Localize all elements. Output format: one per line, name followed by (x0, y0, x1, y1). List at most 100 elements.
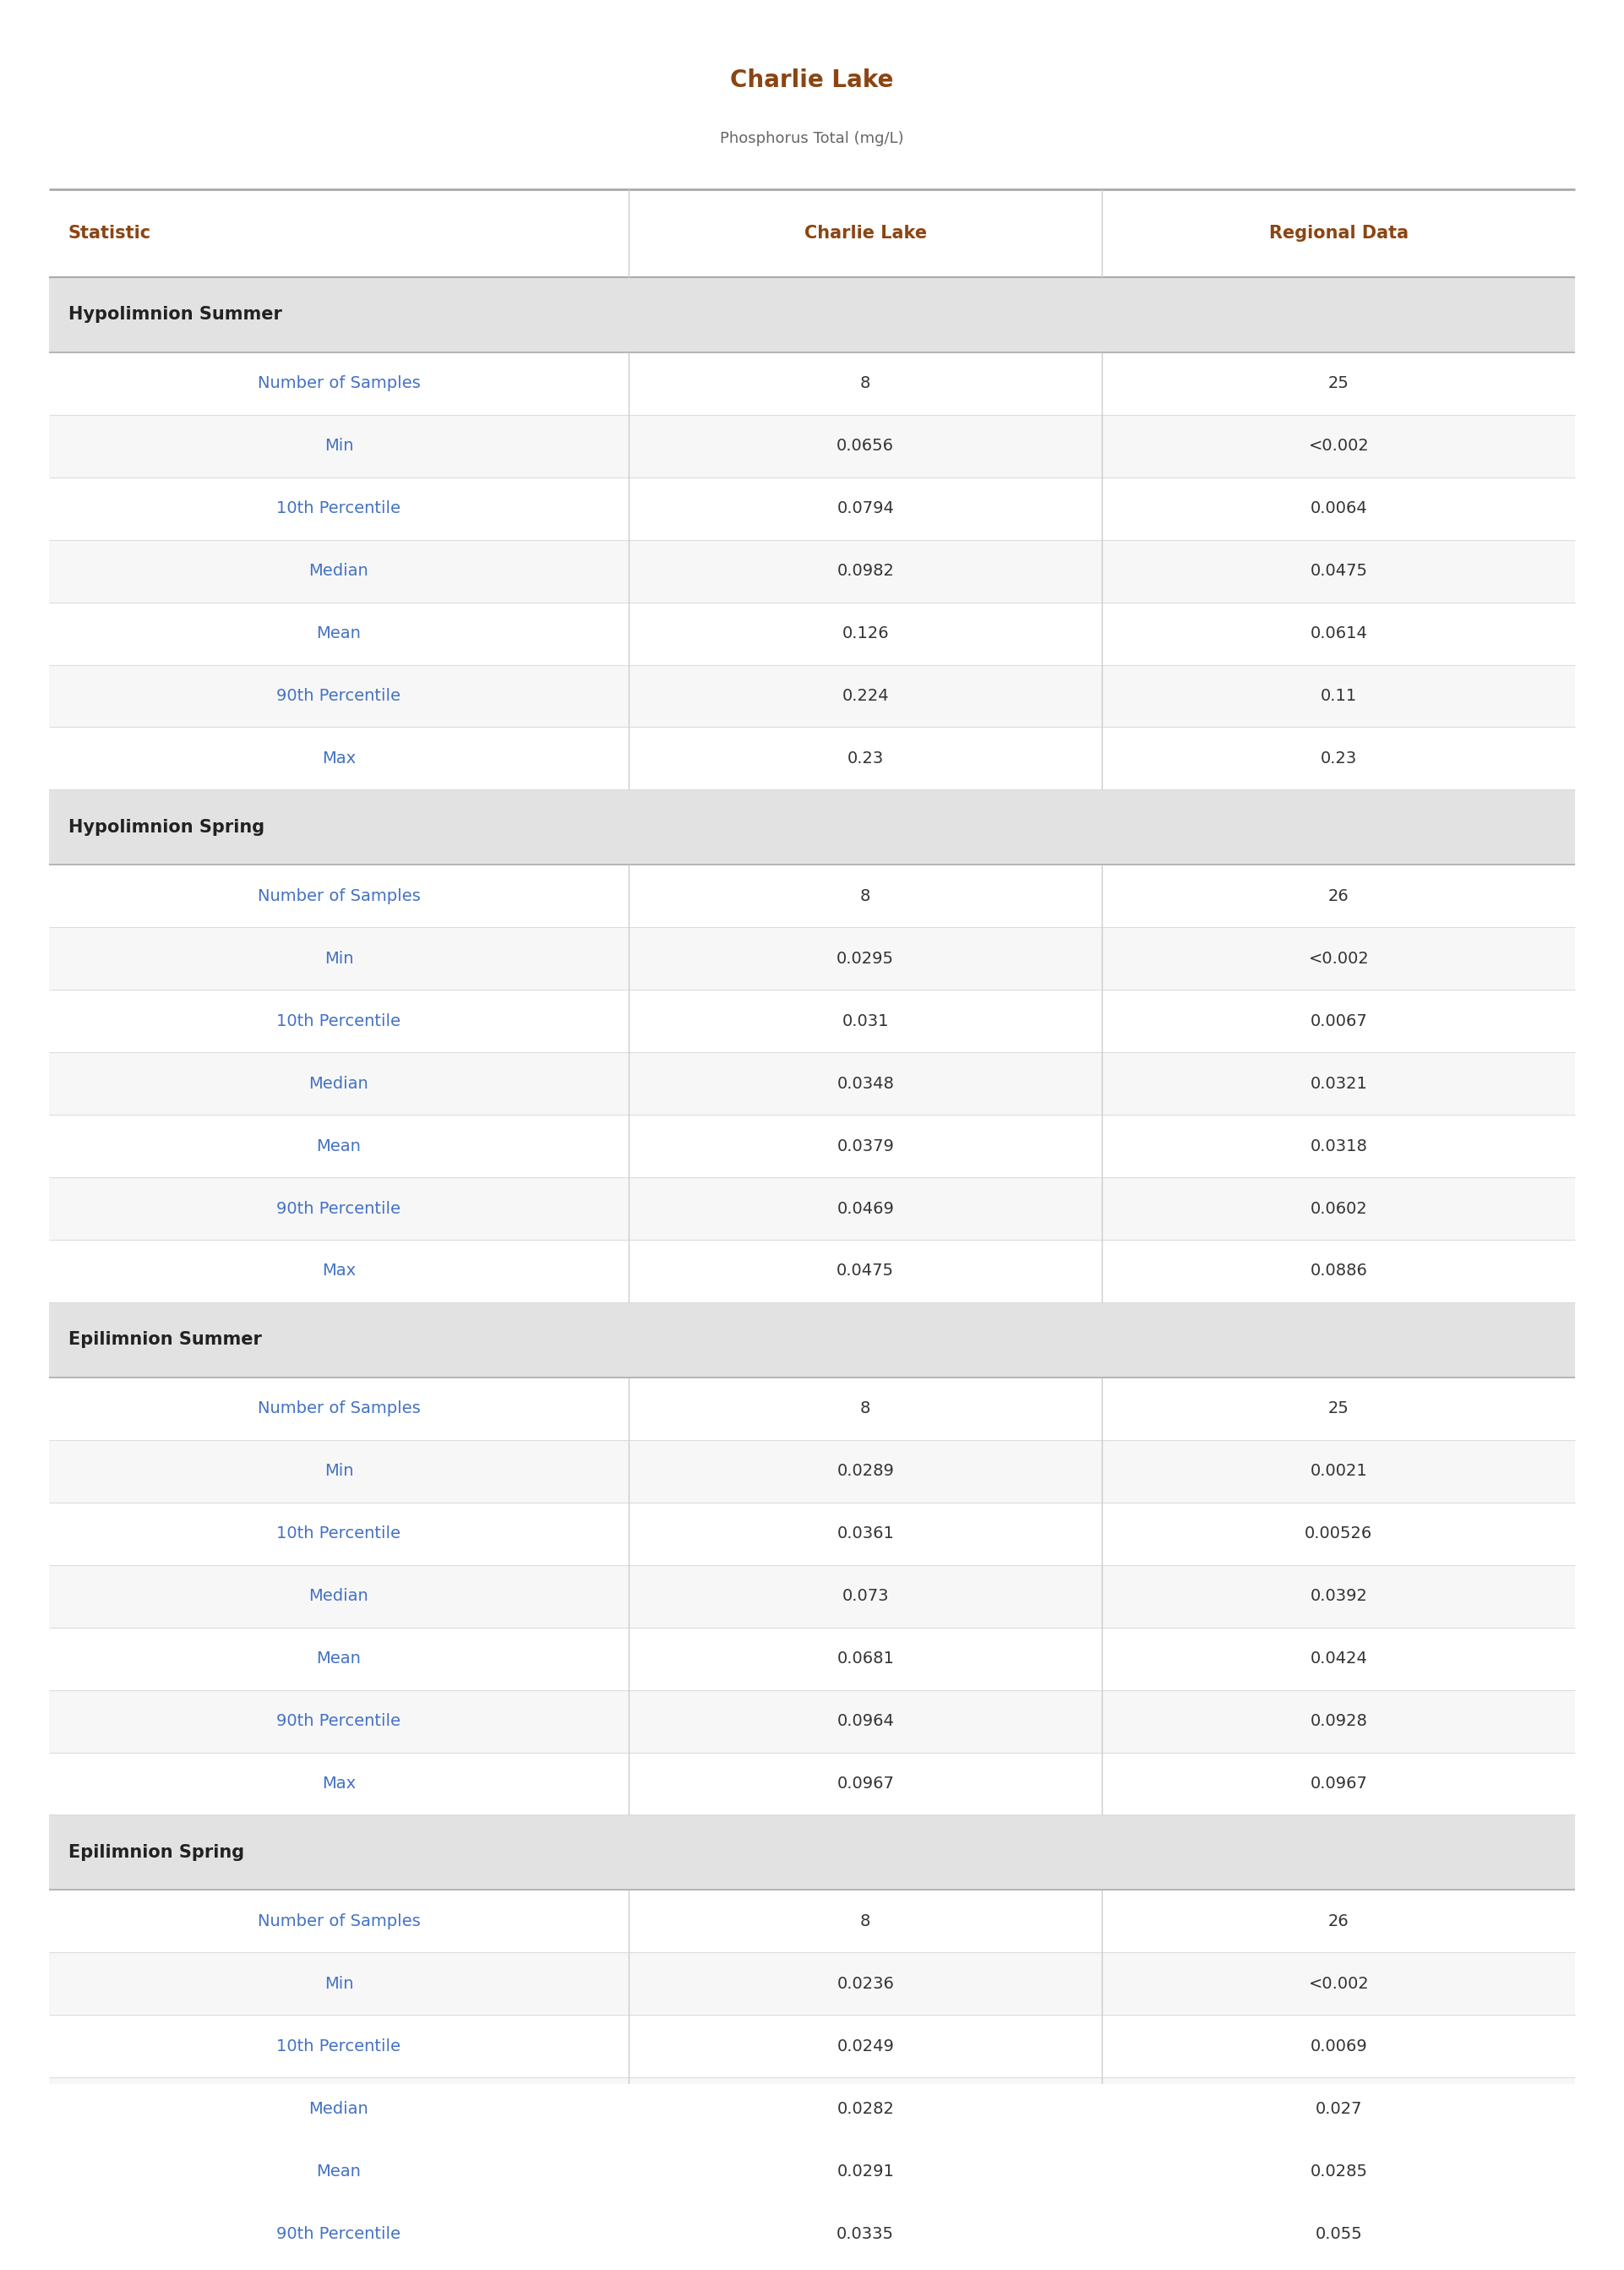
Text: 0.055: 0.055 (1315, 2225, 1363, 2243)
Text: 0.0964: 0.0964 (836, 1714, 895, 1730)
Text: 10th Percentile: 10th Percentile (276, 1525, 401, 1541)
Bar (49, 1628, 1575, 1689)
Bar (49, 415, 1575, 477)
Bar (49, 1178, 1575, 1239)
Bar (49, 602, 1575, 665)
Text: 25: 25 (1328, 375, 1350, 390)
Text: 10th Percentile: 10th Percentile (276, 2038, 401, 2054)
Text: Median: Median (309, 1589, 369, 1605)
Text: Mean: Mean (317, 1650, 361, 1666)
Text: 0.0335: 0.0335 (836, 2225, 895, 2243)
Text: 25: 25 (1328, 1401, 1350, 1416)
Bar (49, 1689, 1575, 1752)
Text: 0.0282: 0.0282 (836, 2100, 895, 2116)
Text: 0.0379: 0.0379 (836, 1137, 895, 1153)
Bar (49, 2202, 1575, 2265)
Bar (49, 2077, 1575, 2141)
Text: 0.0656: 0.0656 (836, 438, 895, 454)
Text: 0.073: 0.073 (841, 1589, 888, 1605)
Text: 0.0475: 0.0475 (1311, 563, 1367, 579)
Text: Max: Max (322, 751, 356, 767)
Text: Median: Median (309, 563, 369, 579)
Text: 0.0291: 0.0291 (836, 2163, 895, 2179)
Bar (49, 277, 1575, 352)
Text: <0.002: <0.002 (1309, 438, 1369, 454)
Bar (49, 477, 1575, 540)
Bar (49, 1503, 1575, 1564)
Text: Min: Min (325, 438, 354, 454)
Text: Hypolimnion Summer: Hypolimnion Summer (68, 306, 283, 322)
Bar (49, 1816, 1575, 1891)
Text: Median: Median (309, 1076, 369, 1092)
Text: Max: Max (322, 1262, 356, 1278)
Text: <0.002: <0.002 (1309, 951, 1369, 967)
Text: 0.0681: 0.0681 (836, 1650, 895, 1666)
Bar (49, 665, 1575, 726)
Text: 0.031: 0.031 (841, 1012, 888, 1028)
Bar (49, 191, 1575, 277)
Text: 0.0424: 0.0424 (1311, 1650, 1367, 1666)
Text: 0.126: 0.126 (841, 627, 888, 642)
Bar (49, 926, 1575, 990)
Text: Epilimnion Summer: Epilimnion Summer (68, 1332, 261, 1348)
Text: 0.0614: 0.0614 (1311, 627, 1367, 642)
Text: <0.002: <0.002 (1309, 1975, 1369, 1991)
Text: 90th Percentile: 90th Percentile (276, 688, 401, 704)
Text: 0.0392: 0.0392 (1311, 1589, 1367, 1605)
Text: Statistic: Statistic (68, 225, 151, 243)
Text: 0.0794: 0.0794 (836, 499, 895, 518)
Bar (49, 790, 1575, 865)
Text: 26: 26 (1328, 1914, 1350, 1930)
Text: 10th Percentile: 10th Percentile (276, 1012, 401, 1028)
Text: Mean: Mean (317, 1137, 361, 1153)
Bar (49, 1752, 1575, 1816)
Text: 0.0967: 0.0967 (1311, 1775, 1367, 1791)
Text: 0.0321: 0.0321 (1311, 1076, 1367, 1092)
Text: 90th Percentile: 90th Percentile (276, 1714, 401, 1730)
Text: Hypolimnion Spring: Hypolimnion Spring (68, 819, 265, 835)
Bar (49, 1952, 1575, 2016)
Bar (49, 2265, 1575, 2270)
Text: Mean: Mean (317, 627, 361, 642)
Text: 0.0236: 0.0236 (836, 1975, 895, 1991)
Text: Number of Samples: Number of Samples (257, 888, 421, 903)
Text: 0.0469: 0.0469 (836, 1201, 895, 1217)
Bar (49, 1053, 1575, 1115)
Text: 90th Percentile: 90th Percentile (276, 1201, 401, 1217)
Text: Number of Samples: Number of Samples (257, 375, 421, 390)
Bar (49, 1891, 1575, 1952)
Text: Mean: Mean (317, 2163, 361, 2179)
Text: Regional Data: Regional Data (1268, 225, 1408, 243)
Text: 0.0285: 0.0285 (1311, 2163, 1367, 2179)
Text: 90th Percentile: 90th Percentile (276, 2225, 401, 2243)
Text: 0.0021: 0.0021 (1311, 1464, 1367, 1480)
Text: 0.0928: 0.0928 (1311, 1714, 1367, 1730)
Bar (49, 726, 1575, 790)
Text: Number of Samples: Number of Samples (257, 1401, 421, 1416)
Text: 10th Percentile: 10th Percentile (276, 499, 401, 518)
Text: Min: Min (325, 951, 354, 967)
Text: 8: 8 (861, 1914, 870, 1930)
Text: 0.0069: 0.0069 (1311, 2038, 1367, 2054)
Bar (49, 1115, 1575, 1178)
Text: 0.0982: 0.0982 (836, 563, 895, 579)
Text: 0.00526: 0.00526 (1304, 1525, 1372, 1541)
Text: 0.11: 0.11 (1320, 688, 1358, 704)
Text: Min: Min (325, 1464, 354, 1480)
Text: 0.0361: 0.0361 (836, 1525, 895, 1541)
Text: 0.0886: 0.0886 (1311, 1262, 1367, 1278)
Bar (49, 865, 1575, 926)
Text: Number of Samples: Number of Samples (257, 1914, 421, 1930)
Bar (49, 352, 1575, 415)
Text: 0.0602: 0.0602 (1311, 1201, 1367, 1217)
Text: Charlie Lake: Charlie Lake (731, 68, 893, 93)
Text: Min: Min (325, 1975, 354, 1991)
Text: 8: 8 (861, 888, 870, 903)
Text: Median: Median (309, 2100, 369, 2116)
Bar (49, 1303, 1575, 1378)
Text: 0.027: 0.027 (1315, 2100, 1363, 2116)
Bar (49, 1564, 1575, 1628)
Text: 0.0289: 0.0289 (836, 1464, 895, 1480)
Text: 0.0318: 0.0318 (1311, 1137, 1367, 1153)
Text: 0.23: 0.23 (848, 751, 883, 767)
